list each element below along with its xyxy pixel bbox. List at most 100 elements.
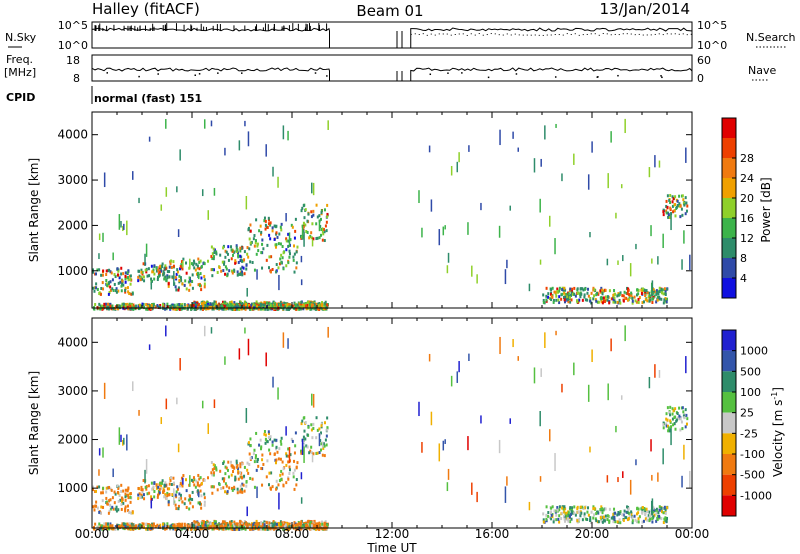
power-cell <box>685 147 687 163</box>
power-cell <box>296 307 299 311</box>
power-cell <box>235 307 238 311</box>
velocity-cell <box>211 522 214 526</box>
power-cell <box>178 278 181 282</box>
power-cell <box>218 266 221 270</box>
velocity-cell <box>564 519 567 523</box>
velocity-cell <box>141 488 144 492</box>
velocity-cell <box>643 507 646 511</box>
power-cell <box>658 295 661 299</box>
power-cell <box>275 303 278 307</box>
velocity-cell <box>316 428 319 432</box>
velocity-cell <box>608 520 611 524</box>
x-tick-label: 04:00 <box>175 527 210 541</box>
power-cell <box>151 270 154 274</box>
power-cell <box>660 297 663 301</box>
velocity-cell <box>662 421 665 425</box>
power-cell <box>232 304 235 308</box>
power-cell <box>283 305 286 309</box>
velocity-cell <box>145 522 148 526</box>
velocity-cell <box>266 527 269 531</box>
velocity-cell <box>174 503 177 507</box>
velocity-cell <box>226 468 229 472</box>
power-cell <box>624 118 626 134</box>
power-cell <box>199 284 202 288</box>
velocity-cell <box>658 370 661 378</box>
power-cell <box>652 291 655 295</box>
velocity-cell <box>151 487 154 491</box>
power-cell <box>295 261 298 265</box>
velocity-cell <box>311 454 314 463</box>
power-cell <box>587 174 590 190</box>
velocity-cell <box>163 483 166 487</box>
velocity-cell <box>681 406 684 410</box>
velocity-cell <box>115 505 118 509</box>
velocity-cell <box>275 522 278 526</box>
velocity-cell <box>210 471 213 475</box>
power-cell <box>228 304 231 308</box>
velocity-cell <box>189 497 192 501</box>
power-cell <box>121 279 124 283</box>
velocity-cell <box>142 479 145 483</box>
power-cell <box>243 258 246 262</box>
power-cell <box>160 267 163 271</box>
velocity-cell <box>631 516 634 520</box>
power-cell <box>555 294 558 298</box>
velocity-cell <box>213 520 216 524</box>
velocity-cell <box>126 488 129 492</box>
velocity-cell <box>146 492 149 496</box>
power-cell <box>641 287 644 291</box>
velocity-cell <box>320 422 323 426</box>
velocity-cell <box>167 500 170 504</box>
power-cell <box>177 286 180 290</box>
velocity-cell <box>175 495 178 499</box>
velocity-cell <box>630 512 633 516</box>
power-cell <box>267 216 270 220</box>
power-cell <box>296 245 299 249</box>
power-cell <box>170 265 173 269</box>
power-cell <box>176 303 179 307</box>
velocity-cell <box>665 422 668 426</box>
power-cell <box>177 288 180 292</box>
power-cell <box>288 249 291 253</box>
velocity-cell <box>278 492 280 510</box>
velocity-cell <box>230 464 233 468</box>
velocity-cell <box>637 520 640 524</box>
velocity-cell <box>202 478 205 482</box>
power-cell <box>150 282 153 290</box>
velocity-cell <box>96 485 99 489</box>
power-cell <box>213 187 216 196</box>
power-cell <box>545 286 548 290</box>
velocity-cell <box>624 325 626 342</box>
velocity-cell <box>137 493 140 497</box>
velocity-cell <box>239 489 242 493</box>
velocity-cell <box>129 492 132 496</box>
power-cell <box>312 237 315 241</box>
velocity-cell <box>562 515 565 519</box>
velocity-cell <box>102 486 105 490</box>
power-cell <box>183 283 186 287</box>
velocity-cell <box>306 520 309 524</box>
power-cell <box>179 265 182 269</box>
power-cell <box>137 269 140 273</box>
power-cell <box>230 257 233 261</box>
power-cell <box>592 297 595 301</box>
power-cell <box>152 302 155 306</box>
velocity-cell <box>304 420 307 424</box>
power-cell <box>270 255 273 259</box>
velocity-cell <box>255 468 258 472</box>
velocity-cell <box>285 481 288 485</box>
velocity-cell <box>665 412 668 416</box>
power-cell <box>212 268 215 272</box>
velocity-cell <box>104 522 107 526</box>
power-cell <box>293 301 296 305</box>
power-cell <box>321 301 324 305</box>
power-cell <box>238 301 241 305</box>
power-cell <box>311 303 314 307</box>
power-cell <box>614 300 617 304</box>
velocity-cell <box>285 527 288 531</box>
power-cell <box>295 307 298 311</box>
velocity-cell <box>221 524 224 528</box>
velocity-cell <box>550 513 553 517</box>
velocity-cell <box>581 505 584 509</box>
velocity-cell <box>124 509 127 513</box>
